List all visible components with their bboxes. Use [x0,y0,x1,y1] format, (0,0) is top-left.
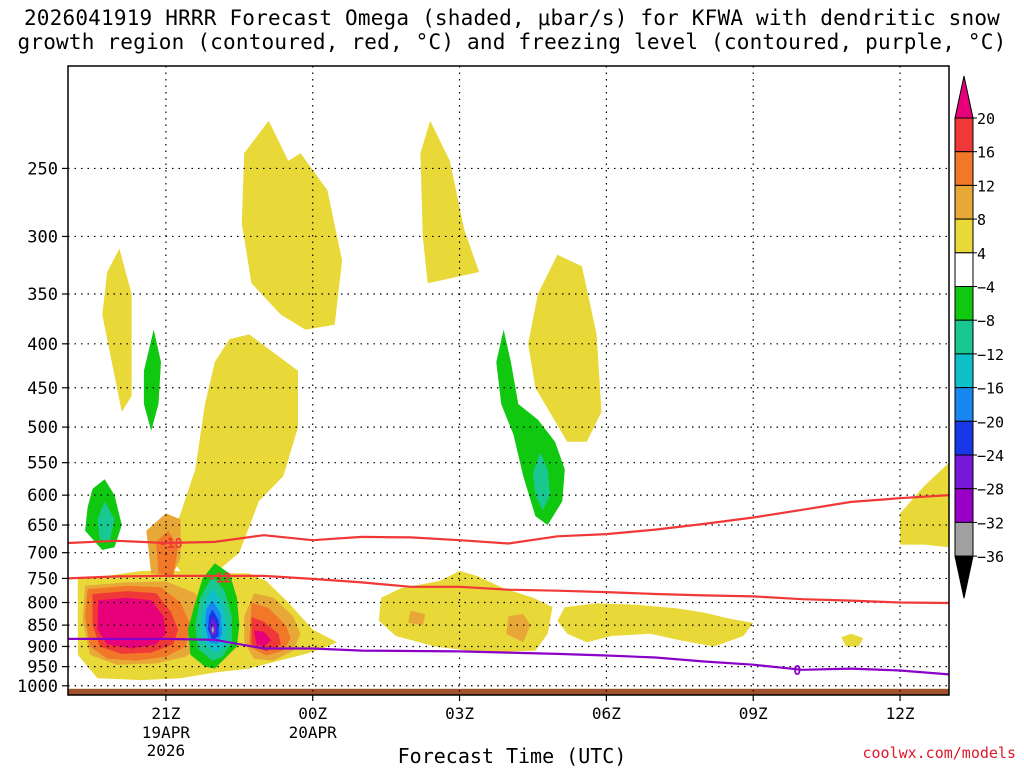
y-tick-label-400: 400 [27,335,58,355]
omega-region-9 [900,462,949,548]
omega-region-4 [165,334,298,584]
credit-link[interactable]: coolwx.com/models [862,744,1016,762]
omega-region-7 [557,603,754,647]
omega-region-0 [102,248,132,412]
y-tick-label-950: 950 [27,658,58,678]
y-tick-label-1000: 1000 [17,677,58,697]
colorbar-segment-2 [954,151,974,186]
chart-title: 2026041919 HRRR Forecast Omega (shaded, … [0,6,1024,54]
colorbar-segment-13 [954,521,974,557]
y-tick-label-450: 450 [27,379,58,399]
colorbar-segment-4 [954,218,974,254]
colorbar-segment-5 [954,252,974,288]
x-tick-sublabel-21Z: 19APR [142,723,191,742]
y-tick-label-550: 550 [27,454,58,474]
x-tick-year-21Z: 2026 [147,741,186,760]
omega-region-33 [211,626,215,634]
surface-layer [68,688,949,695]
y-tick-label-300: 300 [27,227,58,247]
x-tick-label-09Z: 09Z [739,704,768,723]
colorbar-label-8: 8 [977,211,986,229]
y-tick-label-750: 750 [27,569,58,589]
colorbar-label--20: −20 [977,413,1004,431]
colorbar-segment-3 [954,184,974,220]
y-tick-label-600: 600 [27,486,58,506]
colorbar-label--32: −32 [977,514,1004,532]
colorbar-segment-7 [954,319,974,355]
contour-line-0 [68,637,949,676]
y-tick-label-250: 250 [27,159,58,179]
omega-region-8 [841,633,864,647]
colorbar-segment-1 [954,117,974,153]
y-tick-label-900: 900 [27,637,58,657]
y-axis: 2503003504004505005506006507007508008509… [17,159,68,697]
y-tick-label-350: 350 [27,285,58,305]
colorbar-label--8: −8 [977,312,995,330]
contour-label--18: -18 [159,537,183,552]
colorbar-bottom-arrow [954,555,974,599]
y-tick-label-700: 700 [27,544,58,564]
colorbar-segment-6 [954,286,974,321]
omega-region-1 [241,120,343,330]
colorbar-segment-8 [954,353,974,389]
grid-lines [68,66,949,695]
colorbar-label--28: −28 [977,481,1004,499]
colorbar-label--4: −4 [977,279,995,297]
colorbar-segment-9 [954,387,974,422]
contour-line--12 [68,574,949,605]
x-tick-label-21Z: 21Z [151,704,180,723]
colorbar-segment-10 [954,420,974,456]
colorbar-label-4: 4 [977,245,986,263]
chart-title-line-1: 2026041919 HRRR Forecast Omega (shaded, … [23,6,1001,30]
colorbar-top-arrow [954,75,974,119]
omega-region-14 [506,614,531,643]
colorbar-segment-11 [954,454,974,490]
contour-label-0: 0 [793,664,801,679]
x-tick-label-00Z: 00Z [298,704,327,723]
colorbar-segment-12 [954,488,974,523]
y-tick-label-500: 500 [27,418,58,438]
colorbar-label--36: −36 [977,548,1004,566]
contour-line--18 [68,494,949,545]
y-tick-label-650: 650 [27,516,58,536]
omega-region-21 [254,630,272,647]
omega-region-3 [528,254,602,442]
x-tick-sublabel-00Z: 20APR [289,723,338,742]
surface-band [68,688,949,695]
colorbar-label--24: −24 [977,447,1004,465]
colorbar-label-20: 20 [977,110,995,128]
plot-frame [67,65,950,696]
omega-region-20 [97,597,166,649]
omega-region-6 [378,570,553,653]
colorbar-label--16: −16 [977,380,1004,398]
x-tick-label-06Z: 06Z [592,704,621,723]
omega-region-2 [420,120,480,284]
colorbar-label--12: −12 [977,346,1004,364]
omega-region-22 [143,329,161,431]
contour-label--12: -12 [208,571,231,586]
y-tick-label-850: 850 [27,616,58,636]
y-tick-label-800: 800 [27,594,58,614]
contour-lines: -18 -12 0 [68,494,949,679]
omega-shading [77,120,949,681]
colorbar: 20 16 12 8 4 −4 −8 −12 −16 −20 −24 −28 −32 −36 [954,75,1004,599]
omega-region-27 [533,452,551,511]
chart-title-line-2: growth region (contoured, red, °C) and f… [17,30,1007,54]
x-axis-title: Forecast Time (UTC) [397,744,627,768]
omega-region-32 [209,616,217,636]
plot-border [67,65,950,696]
omega-region-13 [408,610,426,626]
colorbar-label-12: 12 [977,177,995,195]
colorbar-label-16: 16 [977,144,995,162]
omega-region-26 [97,501,115,542]
x-tick-label-03Z: 03Z [445,704,474,723]
x-tick-label-12Z: 12Z [886,704,915,723]
